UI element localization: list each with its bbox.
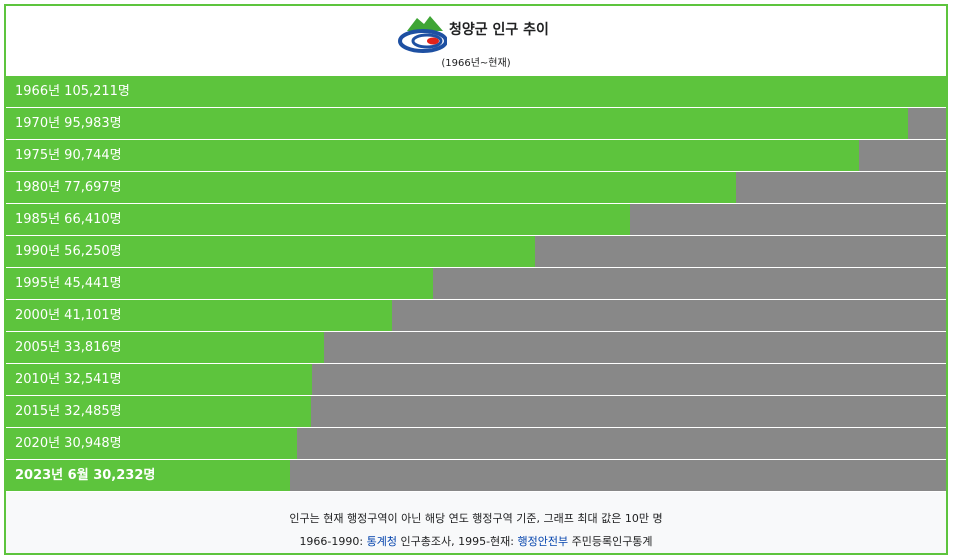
bar-label: 1985년 66,410명 [15,212,122,227]
bar-label: 2005년 33,816명 [15,340,122,355]
population-bar [6,172,737,203]
footer-source: 1966-1990: 통계청 인구총조사, 1995-현재: 행정안전부 주민등… [6,533,946,549]
bar-row: 1980년 77,697명 [6,172,946,204]
bar-label: 2015년 32,485명 [15,404,122,419]
population-bar [6,332,324,363]
bar-row: 2015년 32,485명 [6,396,946,428]
chart-subtitle: (1966년~현재) [441,58,511,69]
bar-row: 2020년 30,948명 [6,428,946,460]
bar-row: 2010년 32,541명 [6,364,946,396]
population-bar [6,300,393,331]
bar-row: 1970년 95,983명 [6,108,946,140]
bar-label: 2010년 32,541명 [15,372,122,387]
population-bar [6,108,909,139]
bar-row: 1966년 105,211명 [6,76,946,108]
source-link-ministry-interior[interactable]: 행정안전부 [517,535,569,548]
population-bar [6,140,859,171]
chart-title: 청양군 인구 추이 [449,22,549,38]
bar-label: 2023년 6월 30,232명 [15,468,156,483]
population-bar [6,460,291,491]
bar-row: 1995년 45,441명 [6,268,946,300]
bar-label: 1990년 56,250명 [15,244,122,259]
bar-label: 1966년 105,211명 [15,84,130,99]
chart-header: 청양군 인구 추이 (1966년~현재) [6,6,946,76]
source-mid: 인구총조사, 1995-현재: [396,535,518,548]
bar-rows: 1966년 105,211명 1970년 95,983명 1975년 90,744명… [6,76,946,492]
chart-frame: 청양군 인구 추이 (1966년~현재) 1966년 105,211명 1970년… [4,4,948,555]
population-bar [6,76,946,107]
source-suffix: 주민등록인구통계 [568,535,653,548]
bar-row: 2023년 6월 30,232명 [6,460,946,492]
population-bar [6,268,434,299]
bar-label: 2000년 41,101명 [15,308,122,323]
bar-row: 1990년 56,250명 [6,236,946,268]
bar-label: 1980년 77,697명 [15,180,122,195]
cheongyang-county-logo [398,16,447,53]
bar-row: 2000년 41,101명 [6,300,946,332]
population-bar [6,396,312,427]
bar-row: 1985년 66,410명 [6,204,946,236]
population-bar [6,428,297,459]
population-bar [6,364,312,395]
bar-label: 1995년 45,441명 [15,276,122,291]
bar-row: 2005년 33,816명 [6,332,946,364]
bar-row: 1975년 90,744명 [6,140,946,172]
source-link-statistics-korea[interactable]: 통계청 [366,535,397,548]
footer-note: 인구는 현재 행정구역이 아닌 해당 연도 행정구역 기준, 그래프 최대 값은… [289,512,663,525]
bar-label: 1970년 95,983명 [15,116,122,131]
source-prefix: 1966-1990: [299,535,367,548]
population-bar [6,204,631,235]
population-bar [6,236,535,267]
bar-label: 1975년 90,744명 [15,148,122,163]
bar-label: 2020년 30,948명 [15,436,122,451]
